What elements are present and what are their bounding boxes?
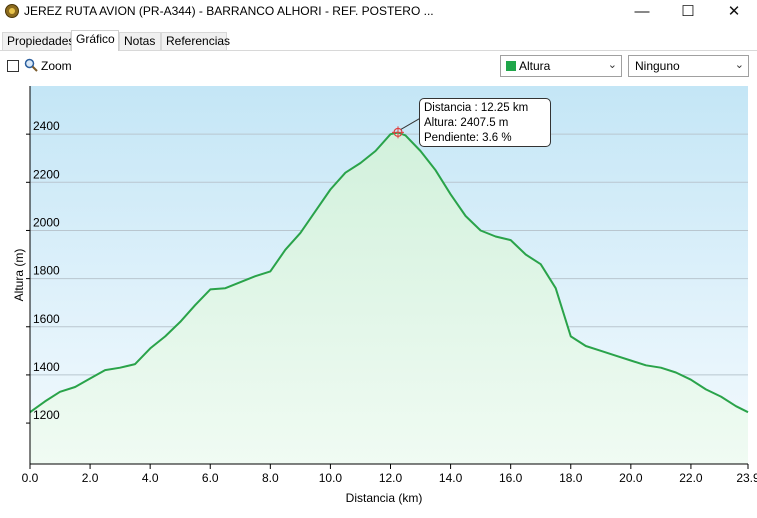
series-color-swatch xyxy=(506,61,516,71)
app-icon xyxy=(5,4,19,18)
x-tick-label: 10.0 xyxy=(319,471,343,485)
position-marker xyxy=(392,117,421,139)
axis-ticks: 1200 1400 1600 1800 2000 2200 2400 0.0 2.0 4.0 6.0… xyxy=(22,119,757,485)
tab-bar: Propiedades Gráfico Notas Referencias xyxy=(0,30,757,51)
chart-toolbar: Zoom Altura ⌄ Ninguno ⌄ xyxy=(0,52,757,82)
x-tick-label: 23.9 xyxy=(736,471,757,485)
x-tick-label: 4.0 xyxy=(142,471,159,485)
x-tick-label: 18.0 xyxy=(559,471,583,485)
minimize-button[interactable]: — xyxy=(634,3,650,20)
y-tick-label: 1800 xyxy=(33,264,60,278)
series-select[interactable]: Altura ⌄ xyxy=(500,55,622,77)
x-axis-label: Distancia (km) xyxy=(346,491,423,505)
y-tick-label: 2000 xyxy=(33,215,60,229)
chevron-down-icon: ⌄ xyxy=(607,59,617,71)
tooltip-slope: Pendiente: 3.6 % xyxy=(424,132,512,144)
magnifier-icon xyxy=(24,58,38,72)
series-select-value: Altura xyxy=(519,59,551,73)
x-tick-label: 0.0 xyxy=(22,471,39,485)
y-tick-label: 2200 xyxy=(33,167,60,181)
elevation-area xyxy=(30,132,748,464)
elevation-chart[interactable]: 1200 1400 1600 1800 2000 2200 2400 0.0 2.0 4.0 6.0… xyxy=(0,82,757,518)
y-axis-label: Altura (m) xyxy=(12,249,26,302)
x-tick-label: 12.0 xyxy=(379,471,403,485)
x-tick-label: 2.0 xyxy=(82,471,99,485)
tab-referencias[interactable]: Referencias xyxy=(161,32,230,50)
x-tick-label: 16.0 xyxy=(499,471,523,485)
x-tick-label: 6.0 xyxy=(202,471,219,485)
y-tick-label: 2400 xyxy=(33,119,60,133)
x-tick-label: 8.0 xyxy=(262,471,279,485)
y-tick-label: 1600 xyxy=(33,312,60,326)
tooltip-leader xyxy=(400,117,421,130)
x-tick-label: 20.0 xyxy=(619,471,643,485)
secondary-select-value: Ninguno xyxy=(635,59,680,73)
y-tick-label: 1200 xyxy=(33,408,60,422)
tab-grafico[interactable]: Gráfico xyxy=(71,30,119,51)
tab-propiedades[interactable]: Propiedades xyxy=(2,32,74,50)
maximize-button[interactable]: ☐ xyxy=(681,3,695,20)
tooltip-altitude: Altura: 2407.5 m xyxy=(424,117,509,129)
secondary-select[interactable]: Ninguno ⌄ xyxy=(628,55,749,77)
tooltip-distance: Distancia : 12.25 km xyxy=(424,102,529,114)
x-tick-label: 14.0 xyxy=(439,471,463,485)
tab-notas[interactable]: Notas xyxy=(119,32,161,50)
zoom-checkbox[interactable] xyxy=(7,60,19,72)
tooltip: Distancia : 12.25 km Altura: 2407.5 m Pe… xyxy=(419,98,551,147)
x-tick-label: 22.0 xyxy=(679,471,703,485)
chevron-down-icon: ⌄ xyxy=(734,59,744,71)
window-title: JEREZ RUTA AVION (PR-A344) - BARRANCO AL… xyxy=(24,4,434,18)
title-bar: JEREZ RUTA AVION (PR-A344) - BARRANCO AL… xyxy=(0,0,757,24)
zoom-label: Zoom xyxy=(41,59,72,73)
close-button[interactable]: ✕ xyxy=(727,3,741,20)
y-tick-label: 1400 xyxy=(33,360,60,374)
